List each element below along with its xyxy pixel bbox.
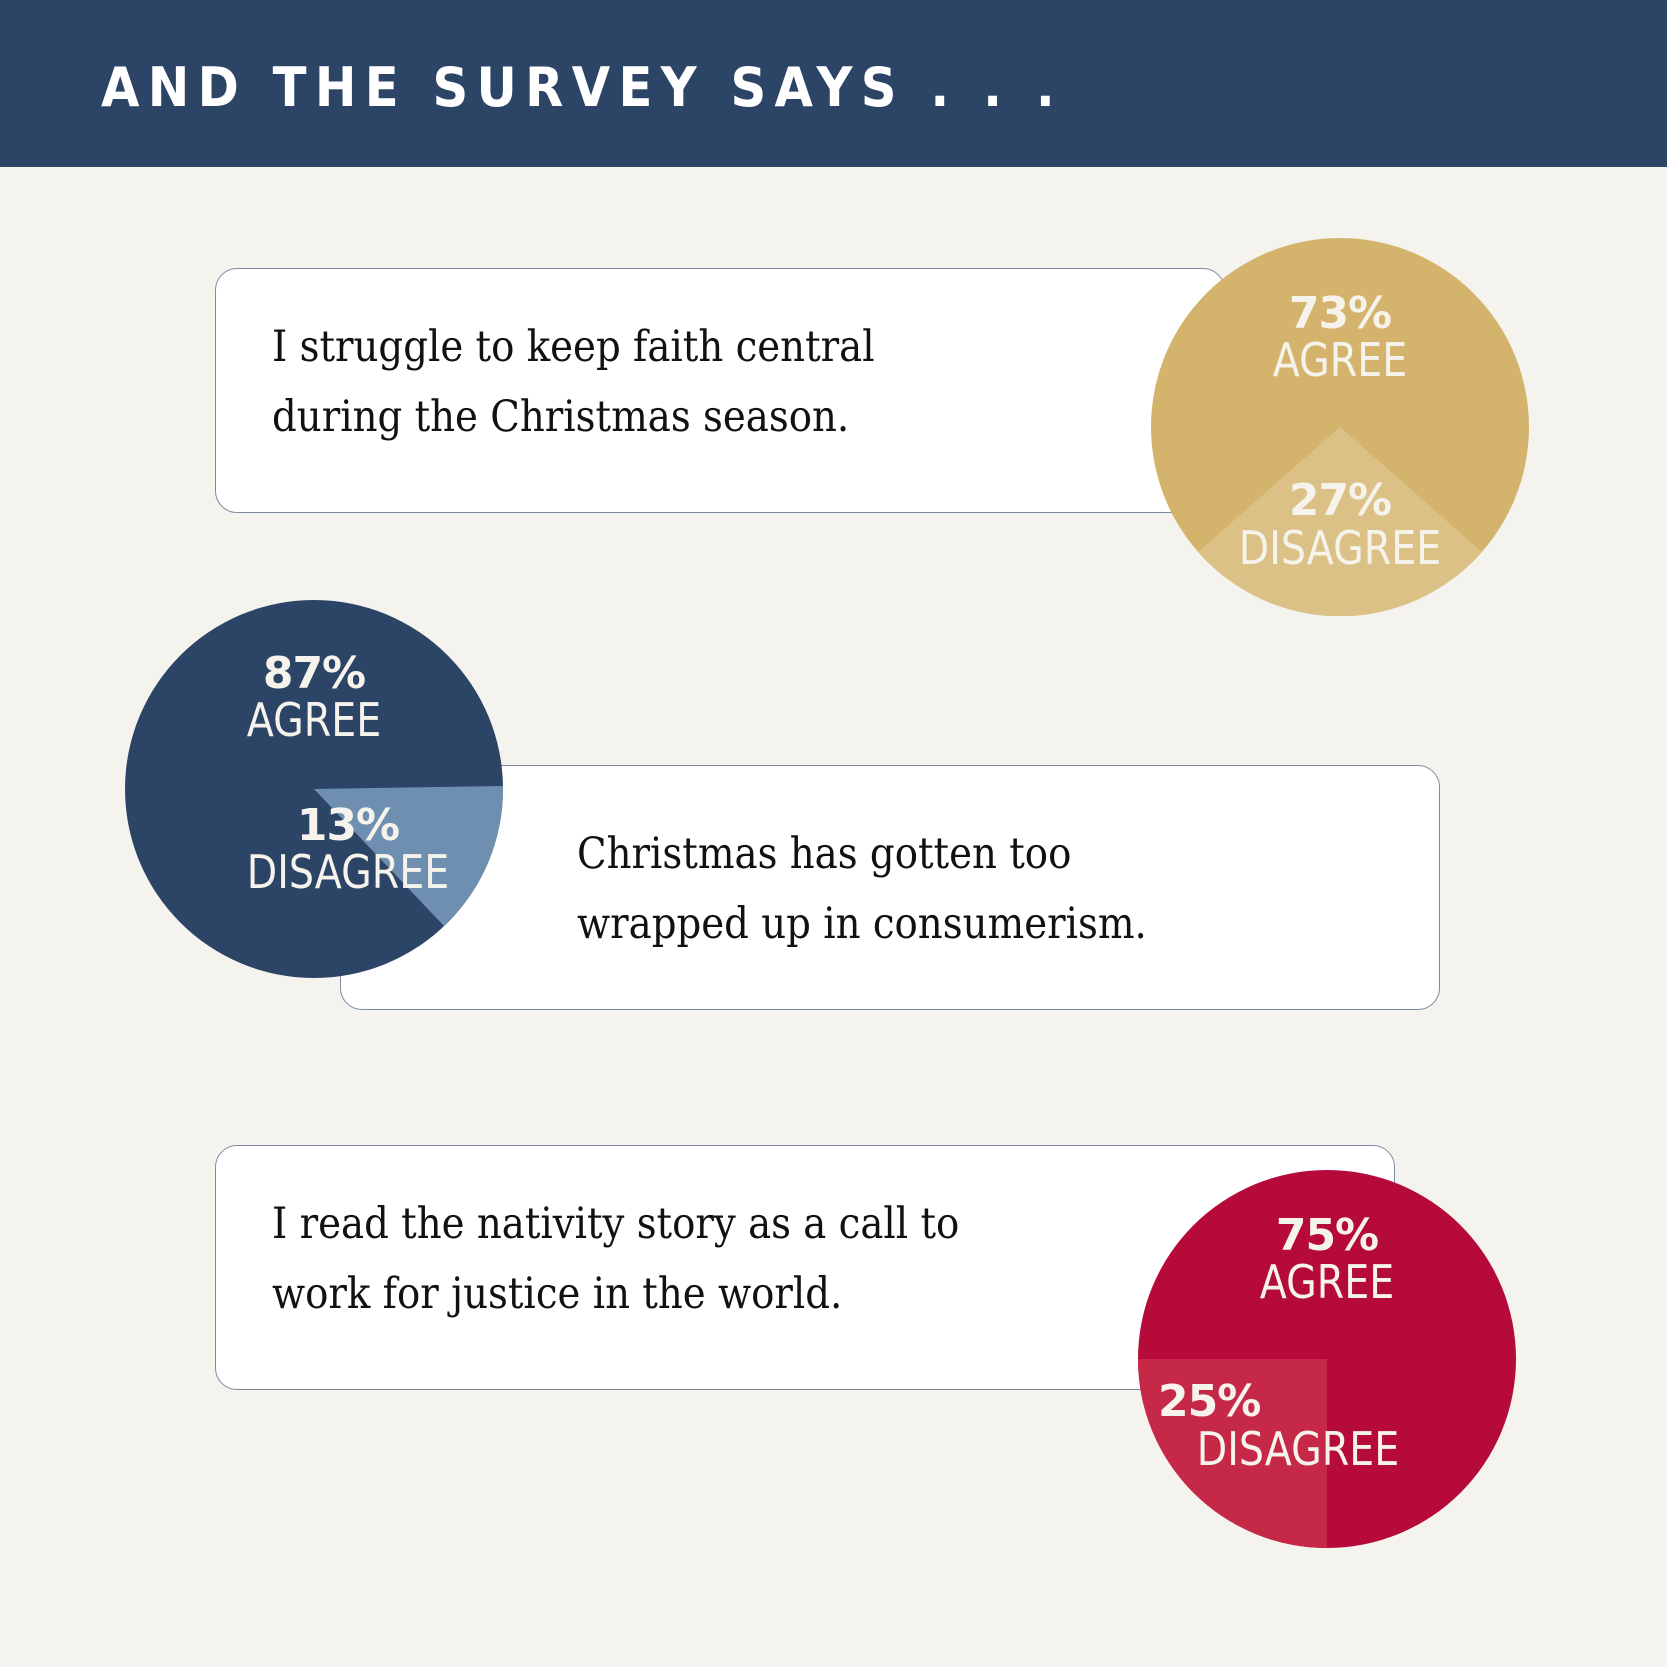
disagree-percent: 13% [296,800,400,851]
pie-slice-disagree [314,786,503,926]
agree-percent: 87% [262,648,366,699]
agree-label: AGREE [1272,333,1408,387]
pie-chart-2: 87% AGREE 13% DISAGREE [125,600,503,978]
statement-card-1: I struggle to keep faith central during … [215,268,1225,513]
page-title: AND THE SURVEY SAYS . . . [101,56,1064,119]
agree-percent: 75% [1275,1210,1379,1261]
disagree-label: DISAGREE [1238,521,1442,575]
pie-chart-3: 75% AGREE 25% DISAGREE [1138,1170,1516,1548]
statement-line-1: I read the nativity story as a call to [272,1199,960,1249]
disagree-label: DISAGREE [246,845,450,899]
statement-line-1: I struggle to keep faith central [272,322,875,372]
disagree-label: DISAGREE [1196,1422,1400,1476]
disagree-percent: 27% [1288,475,1392,526]
pie-slice-disagree [1138,1359,1327,1548]
pie-chart-1: 73% AGREE 27% DISAGREE [1151,238,1529,616]
agree-label: AGREE [246,693,382,747]
agree-label: AGREE [1259,1255,1395,1309]
statement-line-2: wrapped up in consumerism. [577,899,1147,949]
statement-card-2: Christmas has gotten too wrapped up in c… [340,765,1440,1010]
statement-line-1: Christmas has gotten too [577,829,1072,879]
pie-slice-disagree [1198,427,1482,616]
header-banner: AND THE SURVEY SAYS . . . [0,0,1667,167]
disagree-percent: 25% [1158,1376,1261,1427]
agree-percent: 73% [1288,288,1392,339]
statement-line-2: work for justice in the world. [272,1269,843,1319]
statement-line-2: during the Christmas season. [272,392,850,442]
